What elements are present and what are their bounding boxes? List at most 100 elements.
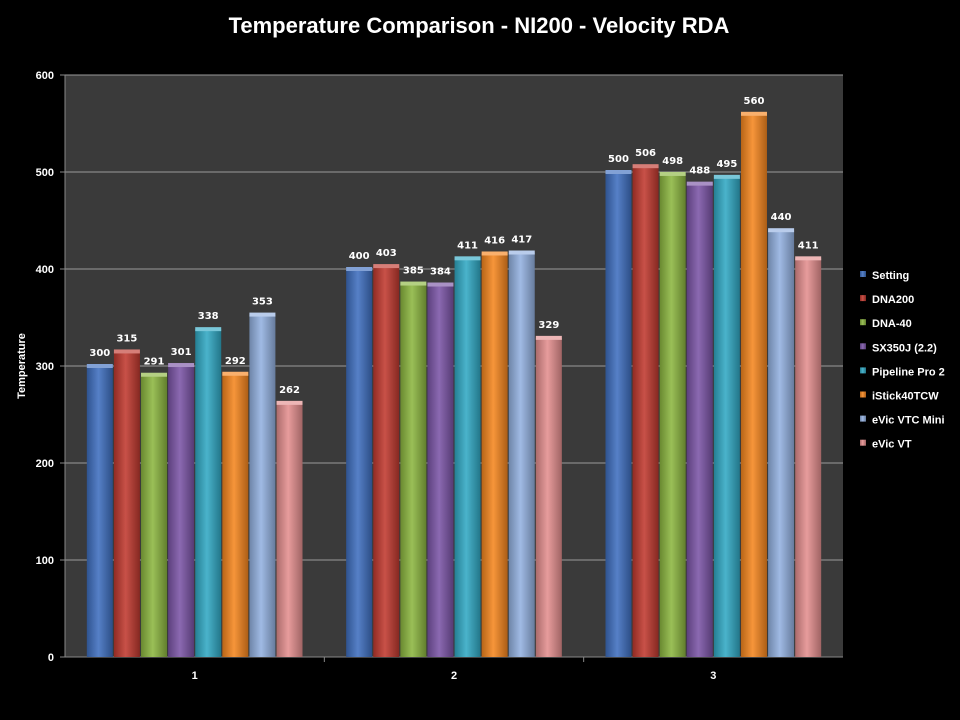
legend-swatch: [860, 271, 866, 277]
bar-cap: [795, 256, 822, 261]
bar: [373, 266, 400, 657]
bar: [535, 337, 562, 657]
bar: [141, 374, 168, 657]
bar: [740, 113, 767, 658]
legend-swatch: [860, 319, 866, 326]
bar: [222, 373, 249, 657]
bar-cap: [86, 364, 113, 368]
data-label: 301: [171, 347, 192, 358]
bar-cap: [427, 282, 454, 287]
chart-title: Temperature Comparison - NI200 - Velocit…: [229, 13, 730, 38]
legend-label: eVic VTC Mini: [872, 415, 945, 427]
legend-label: DNA200: [872, 294, 914, 306]
legend-label: Setting: [872, 270, 909, 282]
bar: [481, 253, 508, 658]
data-label: 560: [744, 96, 765, 107]
bar-cap: [768, 228, 795, 233]
x-tick-label: 3: [710, 670, 716, 682]
data-label: 329: [538, 320, 559, 331]
data-label: 500: [608, 154, 629, 165]
data-label: 403: [376, 248, 397, 259]
bar: [508, 252, 535, 657]
bar-cap: [632, 164, 659, 169]
data-label: 353: [252, 297, 273, 308]
y-axis-label: Temperature: [16, 333, 28, 399]
bar: [713, 176, 740, 657]
data-label: 495: [716, 159, 737, 170]
legend-swatch: [860, 439, 866, 446]
data-label: 262: [279, 385, 300, 396]
legend-swatch: [860, 295, 866, 302]
bar: [276, 402, 303, 657]
bar-cap: [605, 170, 632, 174]
bar-cap: [686, 181, 713, 186]
bar-cap: [195, 327, 222, 332]
bar: [195, 329, 222, 657]
bar: [632, 166, 659, 657]
bar: [686, 183, 713, 657]
legend-label: Pipeline Pro 2: [872, 366, 945, 378]
legend: Setting DNA200 DNA-40 SX350J (2.2) Pipeline …: [860, 270, 945, 451]
bar: [659, 173, 686, 657]
y-tick-label: 600: [36, 70, 54, 82]
bar: [400, 283, 427, 657]
bar-cap: [400, 281, 427, 286]
data-label: 498: [662, 156, 683, 167]
data-label: 385: [403, 266, 424, 277]
bar-cap: [713, 174, 740, 179]
bar: [427, 284, 454, 657]
bar-cap: [454, 256, 481, 261]
data-label: 440: [771, 212, 792, 223]
data-label: 315: [116, 333, 137, 344]
bar: [454, 258, 481, 657]
bar-cap: [113, 349, 140, 354]
data-label: 384: [430, 267, 451, 278]
data-label: 506: [635, 148, 656, 159]
data-label: 338: [198, 311, 219, 322]
legend-label: DNA-40: [872, 318, 912, 330]
y-tick-label: 500: [36, 167, 54, 179]
legend-swatch: [860, 391, 866, 398]
data-label: 400: [349, 251, 370, 262]
bar-cap: [249, 312, 276, 317]
bar-cap: [168, 363, 195, 368]
legend-label: iStick40TCW: [872, 391, 939, 403]
legend-label: SX350J (2.2): [872, 342, 937, 354]
y-tick-label: 200: [36, 458, 54, 470]
bar: [113, 351, 140, 657]
data-label: 292: [225, 356, 246, 367]
bar-cap: [373, 264, 400, 269]
bar-cap: [659, 171, 686, 176]
legend-swatch: [860, 415, 866, 422]
y-tick-label: 300: [36, 361, 54, 373]
y-tick-label: 0: [48, 652, 54, 664]
legend-swatch: [860, 343, 866, 350]
bar: [605, 172, 632, 657]
bar-cap: [276, 400, 303, 405]
bar: [768, 230, 795, 657]
x-tick-label: 1: [192, 670, 198, 682]
bar: [86, 366, 113, 657]
data-label: 300: [89, 348, 110, 359]
legend-label: eVic VT: [872, 439, 912, 451]
bar: [346, 269, 373, 657]
data-label: 411: [457, 240, 478, 251]
bar: [168, 365, 195, 657]
y-tick-label: 400: [36, 264, 54, 276]
bar-cap: [535, 335, 562, 340]
bar-cap: [222, 371, 249, 376]
data-label: 291: [144, 357, 165, 368]
y-tick-label: 100: [36, 555, 54, 567]
bar: [795, 258, 822, 657]
bar-cap: [740, 111, 767, 116]
legend-swatch: [860, 367, 866, 374]
bar-cap: [508, 250, 535, 255]
data-label: 488: [689, 166, 710, 177]
bar: [249, 314, 276, 657]
x-tick-label: 2: [451, 670, 457, 682]
bar-cap: [481, 251, 508, 256]
data-label: 411: [798, 240, 819, 251]
bar-cap: [141, 372, 168, 377]
data-label: 416: [484, 235, 505, 246]
